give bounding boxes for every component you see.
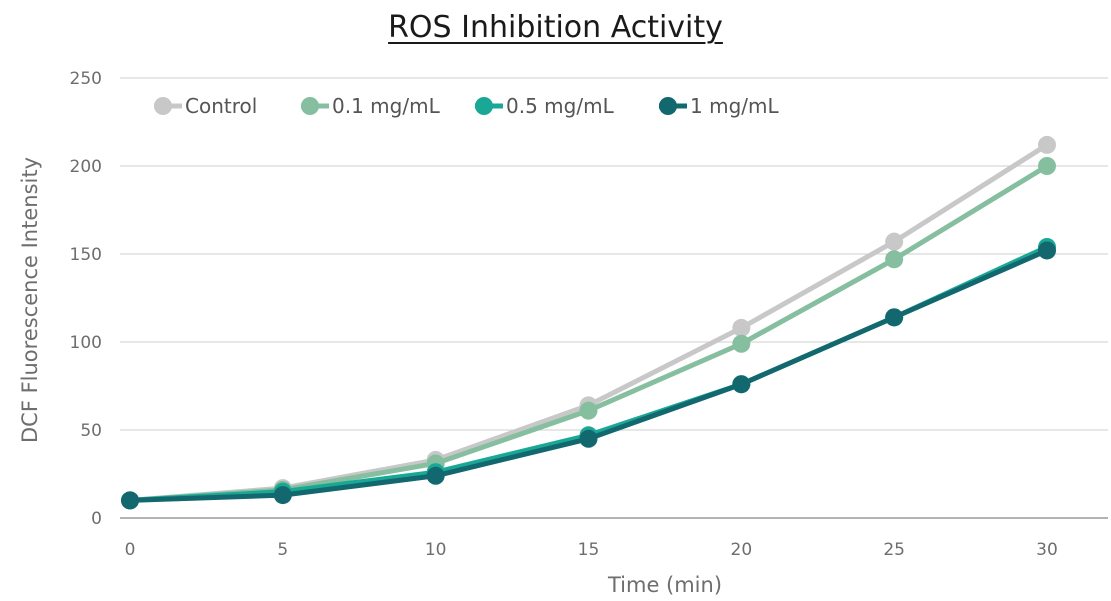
data-point	[732, 375, 751, 394]
legend-swatch-marker	[475, 97, 493, 115]
data-point	[885, 232, 904, 251]
legend: Control 0.1 mg/mL 0.5 mg/mL 1 mg/mL	[154, 94, 779, 118]
x-tick-label: 10	[425, 540, 447, 560]
data-point	[1038, 241, 1056, 260]
series-1	[121, 135, 1056, 510]
legend-item: 0.5 mg/mL	[475, 94, 615, 118]
data-point	[121, 491, 139, 510]
series-line	[127, 247, 1050, 503]
x-tick-label: 25	[883, 540, 905, 560]
legend-label: 0.1 mg/mL	[332, 94, 441, 118]
y-tick-labels: 0 50 100 150 200 250	[70, 69, 102, 529]
legend-item: Control	[154, 94, 257, 118]
y-tick-label: 150	[70, 245, 102, 265]
series-line	[127, 163, 1050, 503]
series-line	[127, 244, 1050, 503]
y-axis-label: DCF Fluorescence Intensity	[18, 157, 42, 443]
legend-item: 0.1 mg/mL	[301, 94, 441, 118]
chart-title: ROS Inhibition Activity	[388, 10, 723, 45]
legend-swatch-marker	[659, 97, 677, 115]
data-point	[579, 429, 598, 448]
legend-label: 0.5 mg/mL	[506, 94, 615, 118]
x-tick-label: 30	[1036, 540, 1058, 560]
x-axis-label: Time (min)	[607, 573, 722, 597]
x-tick-label: 5	[277, 540, 288, 560]
data-point	[885, 250, 904, 269]
y-tick-label: 250	[70, 69, 102, 89]
series-4	[121, 241, 1056, 510]
series-2	[121, 157, 1056, 510]
data-point	[1038, 157, 1056, 175]
legend-swatch-marker	[154, 97, 172, 115]
legend-item: 1 mg/mL	[659, 94, 779, 118]
data-point	[732, 318, 751, 337]
y-tick-label: 50	[80, 421, 102, 441]
data-point	[732, 334, 751, 353]
series-lines	[121, 135, 1056, 510]
x-tick-label: 20	[731, 540, 753, 560]
gridlines	[120, 77, 1108, 519]
series-3	[121, 237, 1056, 510]
legend-label: Control	[185, 94, 257, 118]
x-tick-label: 0	[125, 540, 136, 560]
data-point	[1038, 135, 1056, 154]
data-point	[579, 401, 598, 420]
legend-label: 1 mg/mL	[690, 94, 779, 118]
data-point	[273, 486, 292, 505]
y-tick-label: 200	[70, 157, 102, 177]
y-tick-label: 0	[91, 509, 102, 529]
legend-swatch-marker	[301, 97, 319, 115]
x-tick-labels: 0 5 10 15 20 25 30	[125, 540, 1058, 560]
data-point	[426, 466, 445, 485]
x-tick-label: 15	[578, 540, 600, 560]
y-tick-label: 100	[70, 333, 102, 353]
data-point	[885, 308, 904, 327]
